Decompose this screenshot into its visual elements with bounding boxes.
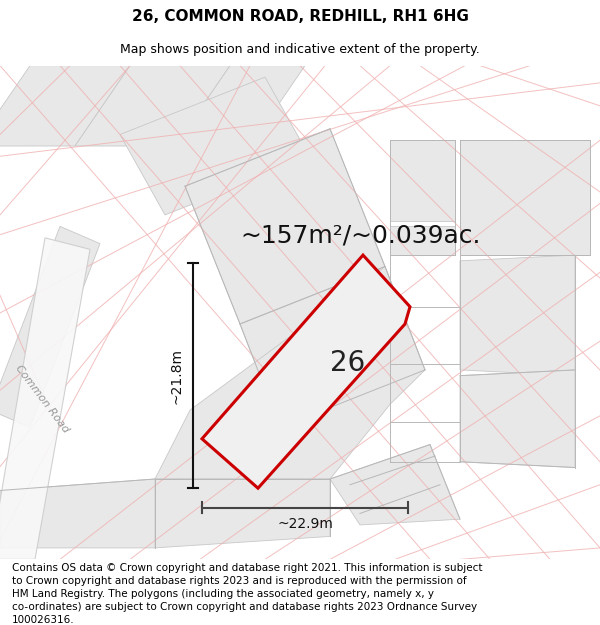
Polygon shape bbox=[390, 140, 455, 221]
Polygon shape bbox=[75, 66, 230, 146]
Polygon shape bbox=[175, 66, 305, 146]
Polygon shape bbox=[185, 129, 385, 324]
Polygon shape bbox=[0, 238, 90, 559]
Text: Map shows position and indicative extent of the property.: Map shows position and indicative extent… bbox=[120, 42, 480, 56]
Polygon shape bbox=[120, 77, 310, 215]
Polygon shape bbox=[155, 479, 330, 548]
Text: ~21.8m: ~21.8m bbox=[170, 348, 184, 404]
Polygon shape bbox=[460, 255, 575, 376]
Text: 26: 26 bbox=[330, 349, 365, 377]
Polygon shape bbox=[0, 66, 130, 146]
Text: ~22.9m: ~22.9m bbox=[277, 517, 333, 531]
Polygon shape bbox=[0, 479, 155, 548]
Polygon shape bbox=[155, 267, 425, 479]
Text: ~157m²/~0.039ac.: ~157m²/~0.039ac. bbox=[240, 224, 481, 248]
Polygon shape bbox=[390, 226, 455, 255]
Polygon shape bbox=[460, 140, 590, 255]
Polygon shape bbox=[202, 255, 410, 488]
Polygon shape bbox=[330, 444, 460, 525]
Text: 26, COMMON ROAD, REDHILL, RH1 6HG: 26, COMMON ROAD, REDHILL, RH1 6HG bbox=[131, 9, 469, 24]
Text: Contains OS data © Crown copyright and database right 2021. This information is : Contains OS data © Crown copyright and d… bbox=[12, 562, 482, 625]
Polygon shape bbox=[0, 226, 100, 428]
Polygon shape bbox=[460, 370, 575, 468]
Text: Common Road: Common Road bbox=[13, 363, 71, 434]
Polygon shape bbox=[240, 267, 425, 428]
